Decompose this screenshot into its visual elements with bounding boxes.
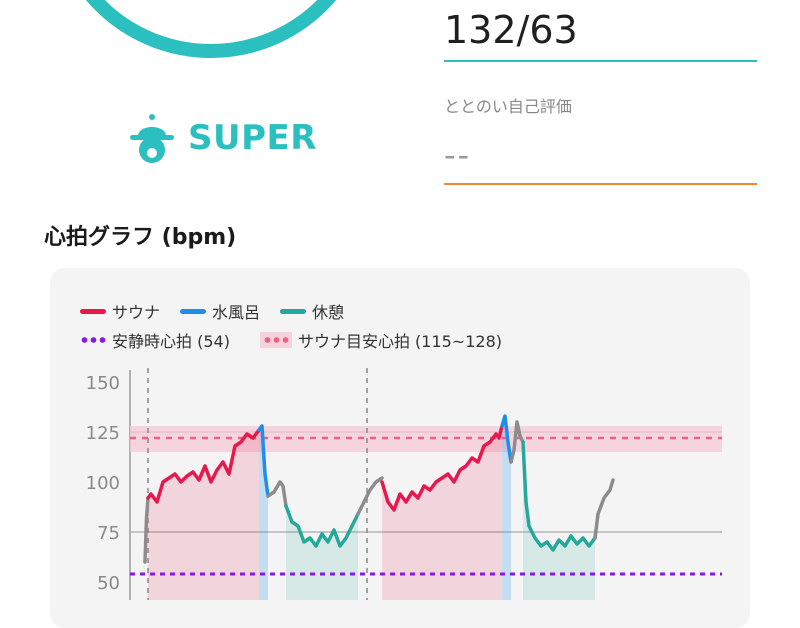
- y-tick-label: 150: [86, 373, 120, 394]
- series-line-other: [266, 480, 288, 508]
- series-line-other: [509, 420, 525, 464]
- legend-label: 休憩: [312, 303, 345, 322]
- area-rest: [286, 506, 358, 600]
- area-sauna: [382, 426, 502, 600]
- divider: [444, 60, 757, 62]
- series-line-sauna: [380, 424, 504, 512]
- rank-label: SUPER: [188, 118, 317, 158]
- legend-row: 安静時心拍 (54) サウナ目安心拍 (115~128): [80, 328, 522, 352]
- legend-swatch: [80, 337, 106, 343]
- rank-badge: SUPER: [128, 112, 317, 164]
- legend-label: 安静時心拍 (54): [112, 332, 230, 351]
- series-line-other: [143, 496, 150, 564]
- series-line-cold: [257, 424, 270, 498]
- y-tick-label: 75: [97, 523, 120, 544]
- legend-swatch: [80, 308, 106, 314]
- legend-label: 水風呂: [212, 303, 261, 322]
- legend-label: サウナ: [112, 303, 161, 322]
- divider: [444, 183, 757, 185]
- series-line-other: [356, 476, 384, 516]
- section-title: 心拍グラフ (bpm): [44, 225, 237, 250]
- series-line-rest: [521, 440, 597, 552]
- y-tick-label: 50: [97, 573, 120, 594]
- series-line-rest: [284, 504, 360, 548]
- blood-pressure-value: 132/63: [444, 8, 578, 52]
- series-line-cold: [500, 414, 513, 464]
- legend-item-rest: 休憩: [280, 299, 344, 323]
- y-tick-label: 125: [86, 423, 120, 444]
- evaluation-value[interactable]: --: [444, 136, 472, 174]
- legend-item-resting-hr: 安静時心拍 (54): [80, 328, 230, 352]
- area-cold: [259, 426, 268, 600]
- area-rest: [523, 442, 595, 600]
- evaluation-label: ととのい自己評価: [444, 97, 572, 116]
- series-line-other: [593, 478, 615, 540]
- legend-swatch: [259, 332, 292, 348]
- heart-rate-chart: 50 75 100 125 150: [86, 368, 722, 600]
- series-line-sauna: [146, 428, 261, 504]
- legend-swatch: [180, 308, 207, 314]
- legend-row: サウナ 水風呂 休憩: [80, 299, 364, 323]
- y-tick-label: 100: [86, 473, 120, 494]
- area-sauna: [148, 430, 259, 600]
- legend-label: サウナ目安心拍 (115~128): [297, 332, 502, 351]
- legend-item-target-hr: サウナ目安心拍 (115~128): [259, 328, 502, 352]
- legend-item-cold-bath: 水風呂: [180, 299, 260, 323]
- legend-swatch: [280, 308, 307, 314]
- legend-item-sauna: サウナ: [80, 299, 160, 323]
- sauna-hat-icon: [130, 114, 174, 163]
- area-cold: [502, 416, 511, 600]
